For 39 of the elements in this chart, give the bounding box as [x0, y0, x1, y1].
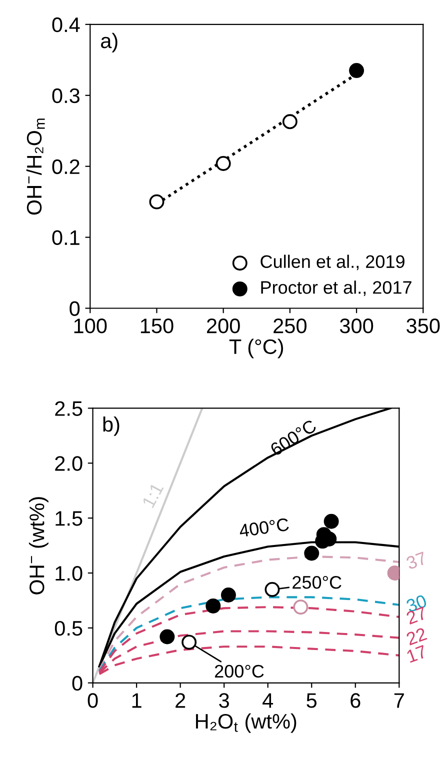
y-tick-label: 0.3: [52, 88, 80, 104]
x-tick-label: 200: [207, 318, 240, 334]
y-tick-label: 1.0: [56, 566, 82, 581]
y-tick-label: 0.1: [52, 230, 80, 246]
annotation: 37: [406, 551, 428, 570]
x-tick-label: 6: [350, 693, 360, 708]
annotation: 250°C: [292, 576, 342, 589]
annotation: 17: [406, 645, 428, 663]
annotation: b): [103, 416, 120, 436]
y-tick-label: 1.5: [56, 511, 82, 526]
annotation: a): [101, 32, 118, 52]
y-tick-label: 0.4: [52, 17, 80, 32]
x-tick-label: 1: [132, 693, 142, 708]
x-tick-label: 3: [219, 693, 229, 708]
y-tick-label: 2.0: [55, 456, 82, 471]
x-tick-label: 100: [74, 318, 107, 334]
x-tick-label: 350: [406, 318, 440, 334]
x-tick-label: 0: [88, 693, 98, 708]
annotation: 400°C: [238, 518, 290, 538]
x-tick-label: 4: [262, 693, 274, 708]
y-tick-label: 2.5: [55, 401, 82, 416]
x-tick-label: 7: [394, 693, 404, 708]
y-tick-label: 0.5: [54, 620, 82, 636]
annotation: 200°C: [214, 664, 264, 678]
x-tick-label: 150: [140, 318, 174, 334]
x-axis-title: H₂O$_{t}$ (wt%): [196, 713, 296, 733]
x-axis-title: T (°C): [229, 338, 284, 358]
legend-label: Cullen et al., 2019: [260, 254, 404, 270]
legend-label: Proctor et al., 2017: [261, 280, 412, 296]
x-tick-label: 250: [274, 318, 306, 334]
y-tick-label: 0: [72, 676, 82, 691]
x-tick-label: 5: [306, 693, 317, 708]
y-tick-label: 0: [70, 301, 80, 316]
y-axis-title: OH$^{−}$/H₂O$_{m}$: [26, 118, 45, 215]
x-tick-label: 300: [340, 318, 374, 334]
annotation: 22: [406, 627, 428, 646]
y-tick-label: 0.2: [52, 159, 80, 174]
y-axis-title: OH$^{−}$ (wt%): [28, 497, 48, 594]
x-tick-label: 2: [176, 693, 186, 708]
